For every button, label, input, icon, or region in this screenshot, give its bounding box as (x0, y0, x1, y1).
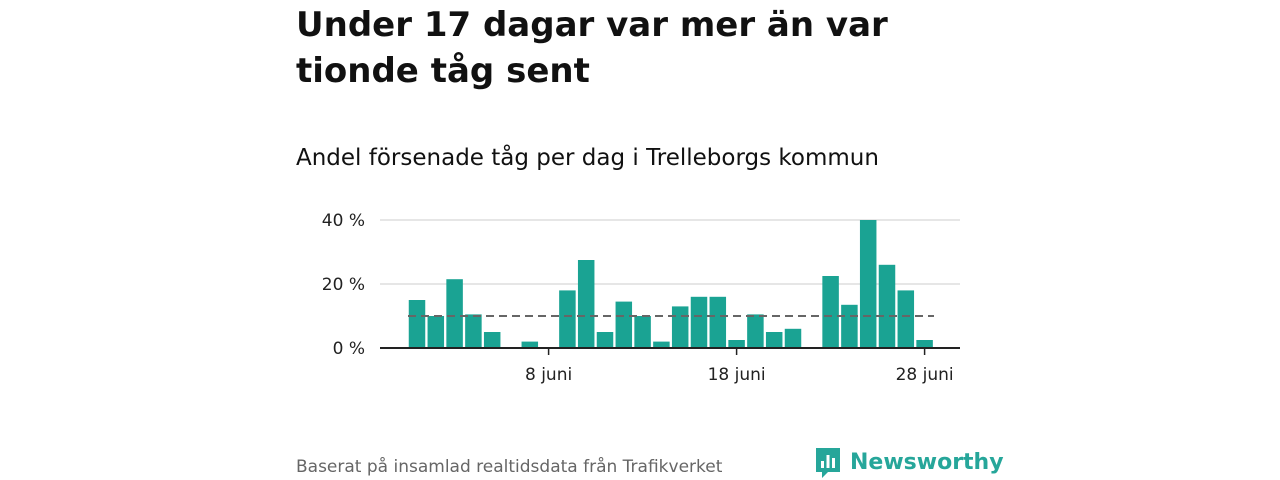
bar (596, 332, 614, 348)
bar (427, 316, 445, 348)
bar (559, 290, 576, 348)
bar (841, 304, 858, 348)
x-axis (380, 347, 960, 355)
brand-name: Newsworthy (850, 450, 1004, 475)
bar (897, 290, 915, 348)
bar (615, 301, 633, 348)
chart-title: Under 17 dagar var mer än var tionde tåg… (296, 5, 888, 91)
bar (728, 340, 745, 348)
bar (577, 260, 595, 348)
x-tick-label: 8 juni (525, 365, 572, 385)
newsworthy-logo-icon (816, 448, 840, 478)
y-tick-label: 40 % (322, 211, 365, 231)
x-axis-labels: 8 juni 18 juni 28 juni (525, 365, 954, 385)
bar (483, 332, 501, 348)
y-tick-label: 0 % (333, 339, 365, 359)
x-tick-label: 28 juni (896, 365, 954, 385)
bar (784, 328, 802, 348)
bar (671, 306, 689, 348)
bar (878, 264, 896, 348)
bar (653, 341, 670, 348)
y-tick-label: 20 % (322, 275, 365, 295)
bar (765, 332, 783, 348)
bar (446, 279, 463, 348)
bar-chart: 0 % 20 % 40 % 8 juni 18 juni 28 juni (322, 211, 960, 385)
bar (822, 276, 839, 348)
brand-logo: Newsworthy (814, 446, 1004, 480)
y-axis-labels: 0 % 20 % 40 % (322, 211, 365, 359)
bar (690, 296, 708, 348)
x-tick-label: 18 juni (708, 365, 766, 385)
bar (709, 296, 727, 348)
bar (859, 220, 877, 348)
bar (521, 341, 539, 348)
source-note: Baserat på insamlad realtidsdata från Tr… (296, 457, 723, 477)
bar (465, 314, 482, 348)
bar (916, 340, 933, 348)
chart-subtitle: Andel försenade tåg per dag i Trelleborg… (296, 145, 879, 171)
bar (747, 314, 764, 348)
bars (408, 220, 933, 348)
bar (408, 300, 426, 348)
bar (634, 316, 651, 348)
